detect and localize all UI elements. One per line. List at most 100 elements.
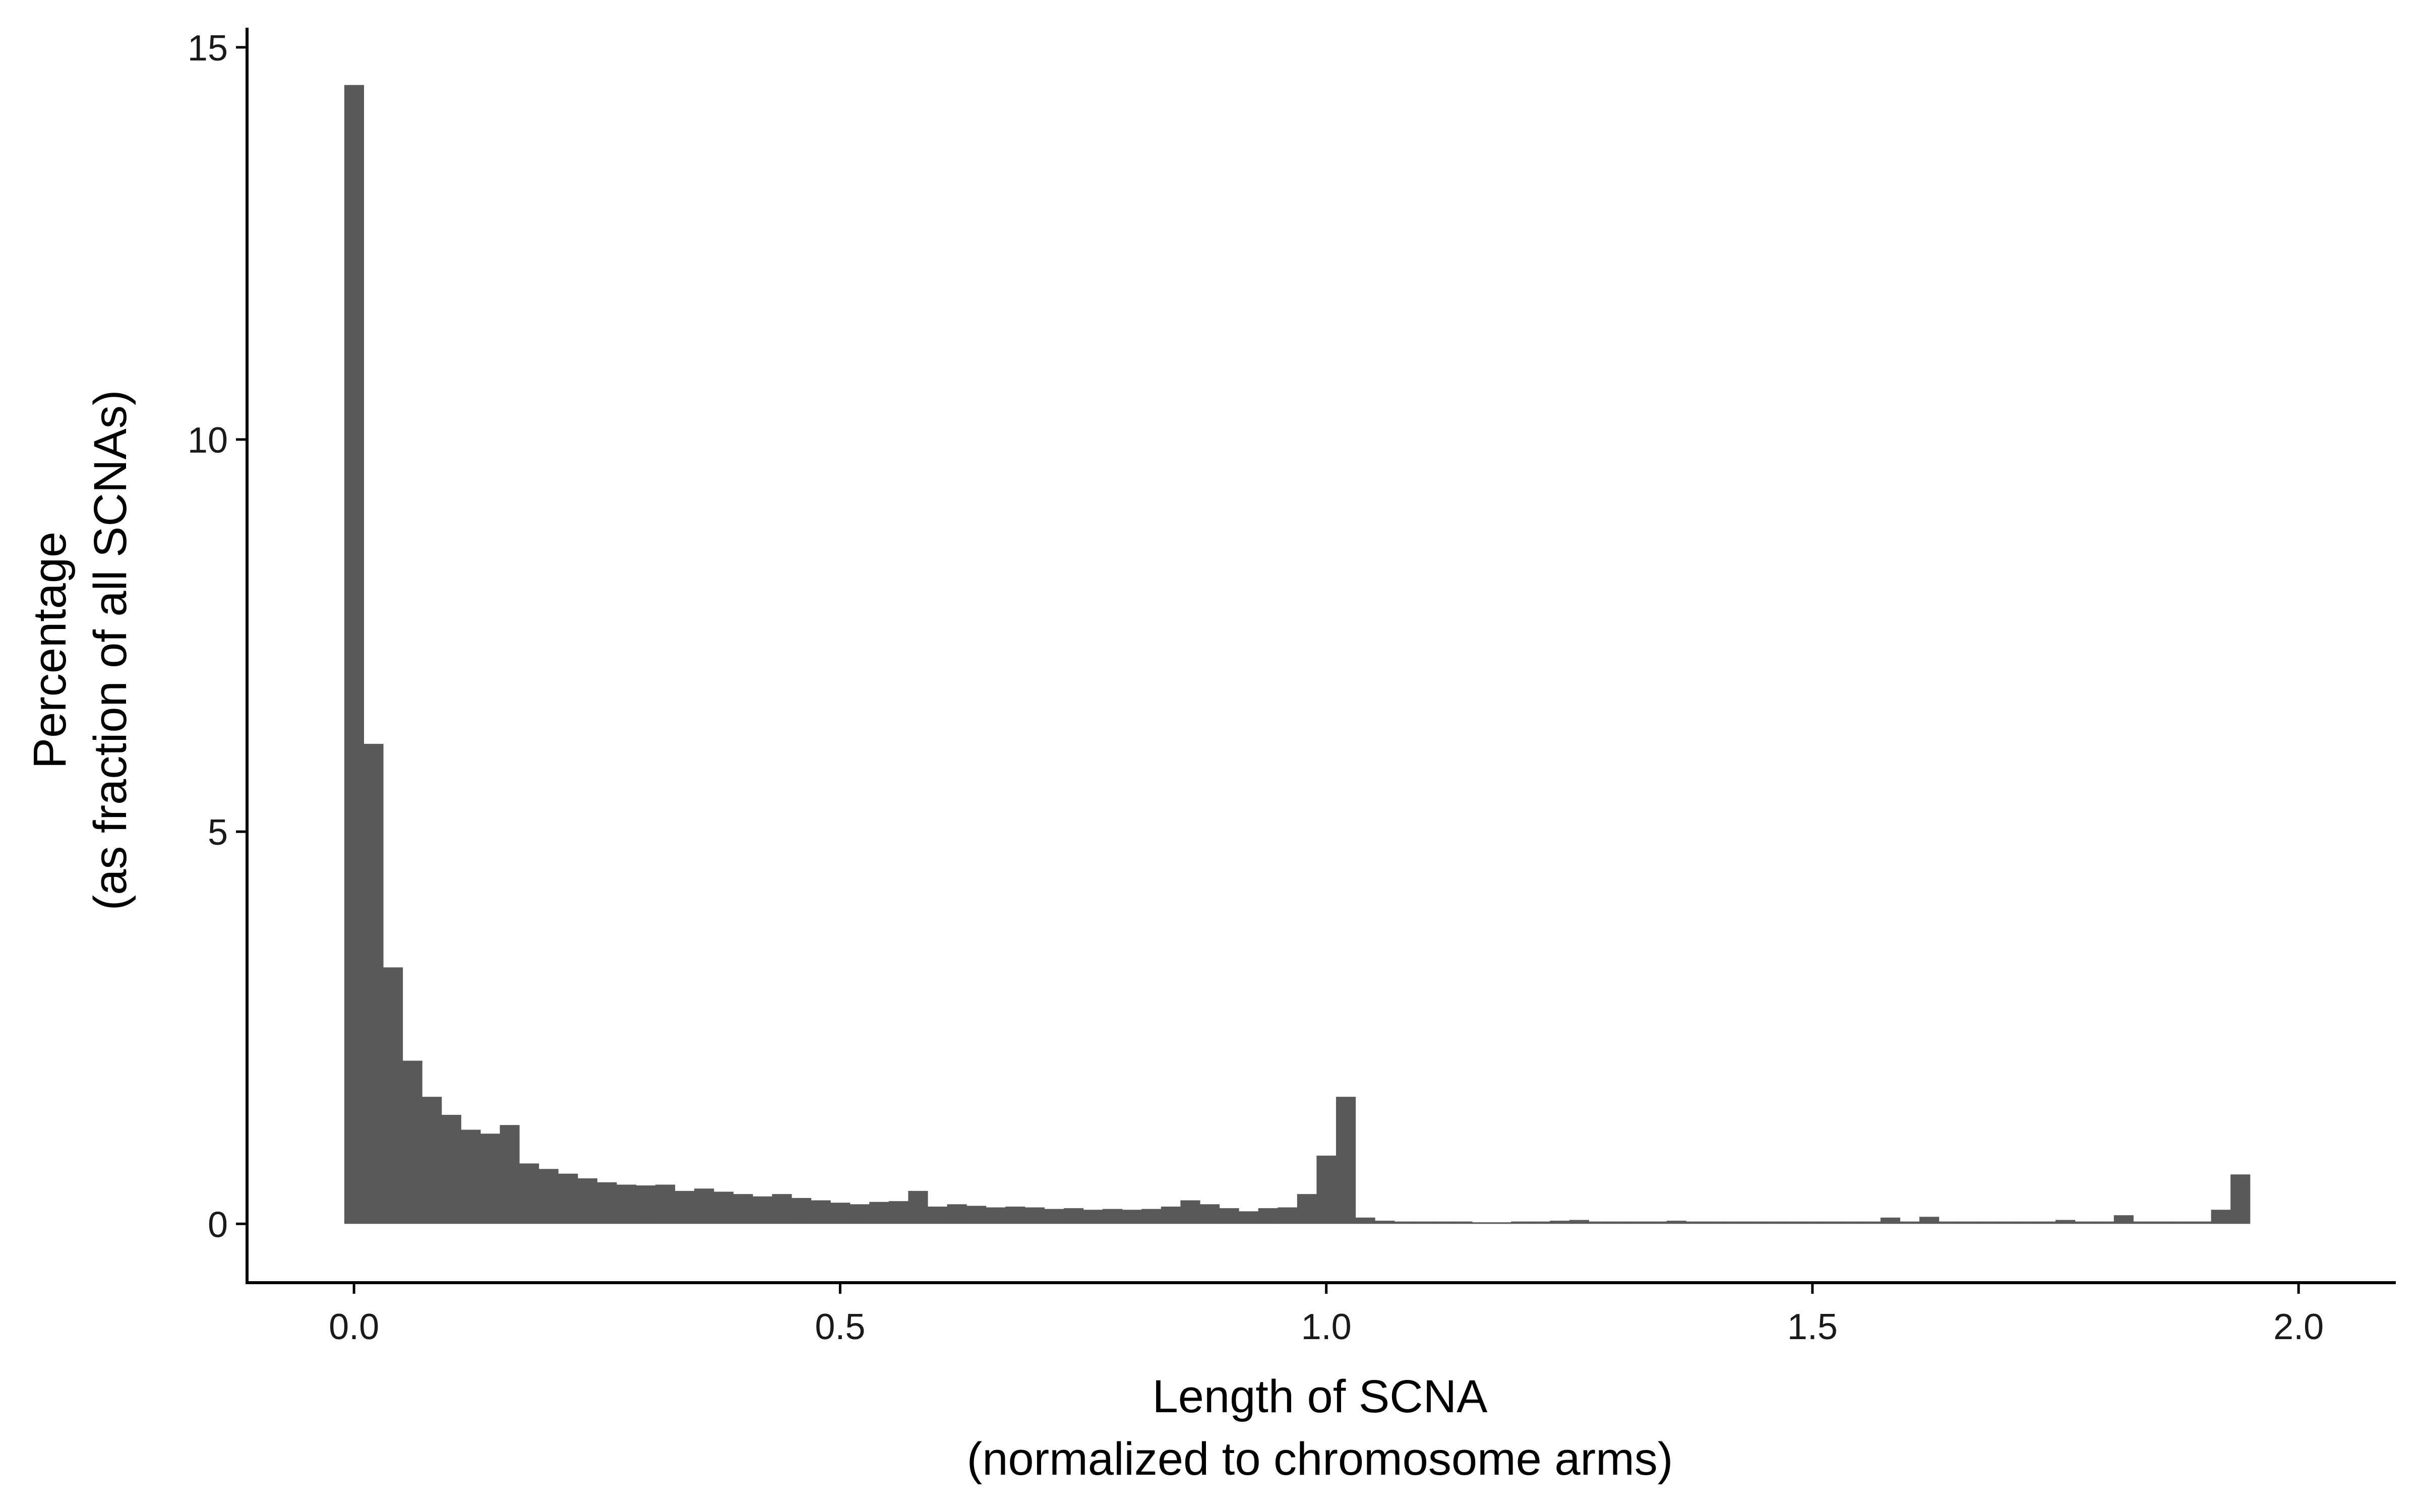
- histogram-bar: [1161, 1207, 1181, 1224]
- x-tick-label: 0.5: [815, 1307, 865, 1347]
- histogram-bar: [2172, 1221, 2192, 1224]
- histogram-bar: [577, 1178, 597, 1224]
- y-axis-title-line1: Percentage: [24, 532, 76, 769]
- histogram-bar: [1589, 1221, 1609, 1224]
- histogram-bar: [752, 1196, 772, 1224]
- histogram-bar: [850, 1204, 870, 1224]
- y-tick-label: 5: [208, 812, 228, 853]
- y-tick-label: 0: [208, 1205, 228, 1245]
- histogram-bars: [344, 85, 2251, 1224]
- histogram-bar: [2192, 1221, 2212, 1224]
- histogram-bar: [1063, 1208, 1084, 1224]
- histogram-bar: [772, 1194, 792, 1224]
- histogram-bar: [383, 967, 403, 1224]
- histogram-bar: [364, 743, 384, 1224]
- histogram-bar: [1822, 1221, 1842, 1224]
- histogram-bar: [597, 1182, 617, 1224]
- histogram-bar: [655, 1184, 676, 1224]
- histogram-bar: [1705, 1221, 1725, 1224]
- histogram-bar: [1608, 1221, 1628, 1224]
- histogram-bar: [1491, 1222, 1511, 1224]
- x-axis-title-line1: Length of SCNA: [1153, 1371, 1488, 1422]
- histogram-bar: [888, 1201, 909, 1224]
- histogram-bar: [1569, 1220, 1589, 1224]
- histogram-bar: [1278, 1207, 1298, 1224]
- x-axis-title-line2: (normalized to chromosome arms): [967, 1433, 1673, 1485]
- histogram-bar: [1414, 1221, 1434, 1224]
- histogram-bar: [947, 1204, 967, 1224]
- histogram-bar: [811, 1200, 831, 1224]
- y-tick-label: 10: [188, 420, 228, 461]
- histogram-bar: [1627, 1221, 1648, 1224]
- histogram-bar: [1530, 1221, 1550, 1224]
- histogram-bar: [1180, 1200, 1200, 1224]
- histogram-bar: [733, 1194, 753, 1224]
- histogram-bar: [1725, 1221, 1745, 1224]
- histogram-bar: [1919, 1217, 1940, 1224]
- histogram-bar: [500, 1125, 520, 1224]
- histogram-bar: [558, 1173, 578, 1224]
- histogram-bar: [402, 1060, 422, 1224]
- histogram-bar: [2133, 1221, 2153, 1224]
- histogram-bar: [1550, 1221, 1570, 1224]
- histogram-bar: [616, 1184, 636, 1224]
- histogram-bar: [1394, 1221, 1414, 1224]
- histogram-bar: [908, 1190, 928, 1224]
- histogram-bar: [2016, 1221, 2037, 1224]
- histogram-bar: [2152, 1221, 2173, 1224]
- histogram-bar: [1239, 1211, 1259, 1224]
- histogram-bar: [1355, 1217, 1375, 1224]
- x-axis-ticks: 0.0 0.5 1.0 1.5 2.0: [329, 1283, 2324, 1347]
- x-tick-label: 2.0: [2273, 1307, 2324, 1347]
- histogram-bar: [1647, 1221, 1667, 1224]
- histogram-bar: [344, 85, 365, 1224]
- histogram-bar: [1939, 1221, 1959, 1224]
- histogram-bar: [1880, 1217, 1901, 1224]
- histogram-bar: [927, 1207, 948, 1224]
- histogram-bar: [1686, 1221, 1706, 1224]
- histogram-bar: [966, 1206, 987, 1224]
- histogram-bar: [791, 1198, 812, 1224]
- histogram-bar: [2055, 1220, 2076, 1224]
- histogram-bar: [1297, 1194, 1317, 1224]
- histogram-bar: [1666, 1221, 1686, 1224]
- histogram-bar: [986, 1207, 1006, 1224]
- histogram-bar: [2113, 1215, 2134, 1224]
- histogram-bar: [1199, 1204, 1220, 1224]
- histogram-bar: [1122, 1210, 1142, 1224]
- histogram-bar: [461, 1129, 481, 1224]
- histogram-bar: [1841, 1221, 1861, 1224]
- histogram-bar: [422, 1097, 442, 1224]
- histogram-bar: [1861, 1221, 1881, 1224]
- x-tick-label: 1.5: [1787, 1307, 1838, 1347]
- histogram-bar: [441, 1114, 461, 1224]
- histogram-bar: [1744, 1221, 1765, 1224]
- histogram-bar: [1316, 1155, 1337, 1224]
- histogram-bar: [1783, 1221, 1803, 1224]
- histogram-bar: [2036, 1221, 2056, 1224]
- histogram-bar: [1141, 1209, 1162, 1224]
- histogram-bar: [1997, 1221, 2017, 1224]
- histogram-bar: [1764, 1221, 1784, 1224]
- histogram-bar: [1083, 1210, 1103, 1224]
- histogram-bar: [1258, 1208, 1278, 1224]
- histogram-bar: [1453, 1221, 1473, 1224]
- histogram-bar: [2230, 1174, 2251, 1224]
- y-axis-ticks: 0 5 10 15: [188, 28, 247, 1245]
- histogram-bar: [1336, 1097, 1356, 1224]
- histogram-bar: [1958, 1221, 1978, 1224]
- histogram-bar: [1433, 1221, 1453, 1224]
- histogram-bar: [1375, 1221, 1395, 1224]
- histogram-bar: [1802, 1221, 1823, 1224]
- x-tick-label: 0.0: [329, 1307, 379, 1347]
- histogram-bar: [713, 1191, 734, 1224]
- y-axis-title-line2: (as fraction of all SCNAs): [85, 390, 136, 911]
- x-tick-label: 1.0: [1301, 1307, 1352, 1347]
- histogram-bar: [694, 1188, 714, 1224]
- histogram-bar: [636, 1185, 656, 1224]
- histogram-bar: [2075, 1221, 2095, 1224]
- histogram-bar: [1044, 1209, 1064, 1224]
- histogram-bar: [1977, 1221, 1998, 1224]
- histogram-bar: [1103, 1209, 1123, 1224]
